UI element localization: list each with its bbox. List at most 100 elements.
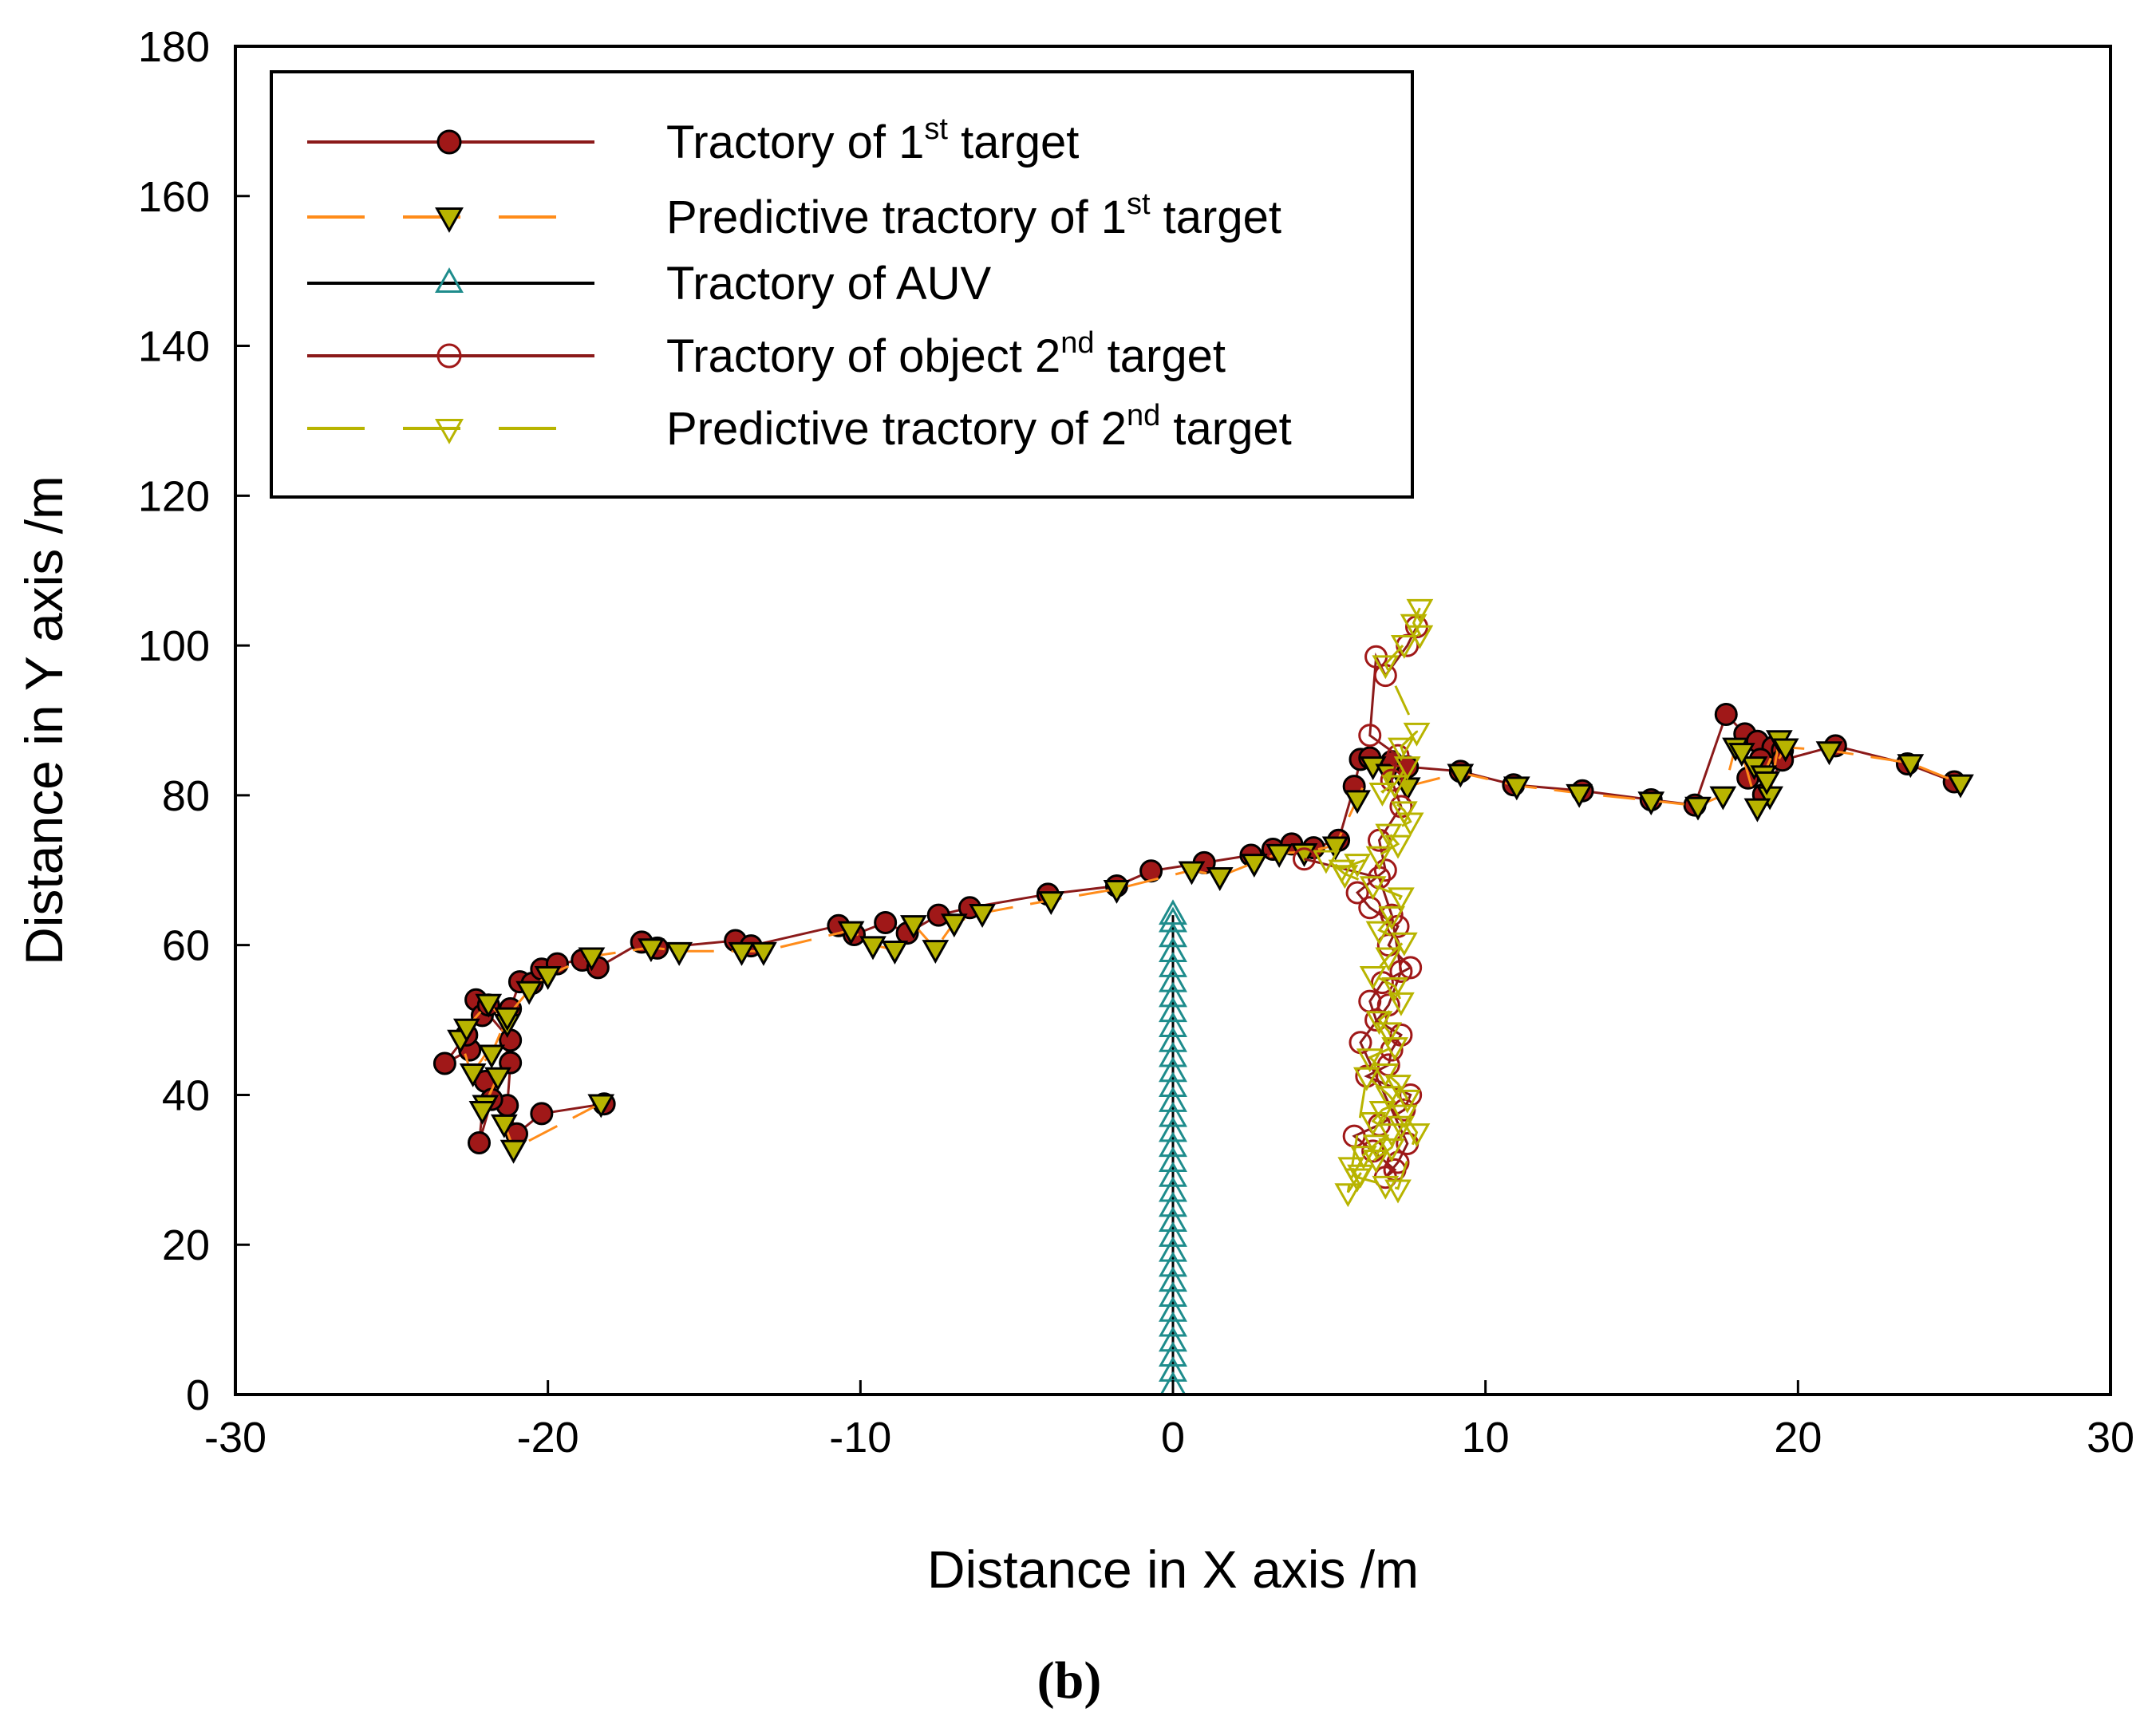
data-point-predict2 [1331,865,1359,890]
data-point-predict1 [1684,796,1712,821]
data-point-predict2 [1393,756,1421,780]
data-point-predict1 [493,1007,521,1032]
data-point-auv [1159,1206,1187,1233]
data-point-target1 [530,1102,554,1126]
legend-marker-target1 [436,129,462,155]
data-point-auv [1159,1116,1187,1142]
data-point-predict1 [478,1044,506,1069]
y-tick-label: 140 [138,323,210,371]
data-point-predict1 [1566,783,1593,808]
data-point-auv [1159,1371,1187,1395]
figure-caption: (b) [1037,1651,1102,1710]
data-point-predict1 [1206,867,1234,891]
data-point-predict2 [1403,722,1431,747]
data-point-auv [1159,981,1187,1008]
data-point-auv [1159,1191,1187,1217]
data-point-auv [1159,937,1187,963]
data-point-predict2 [1390,634,1418,659]
data-point-predict1 [1637,791,1665,816]
data-point-auv [1159,1131,1187,1158]
data-point-auv [1159,1266,1187,1292]
data-point-predict2 [1365,921,1393,945]
data-point-predict1 [900,915,927,940]
data-point-predict1 [1897,754,1925,779]
data-point-auv [1159,921,1187,948]
data-point-auv [1159,1341,1187,1367]
data-point-target1 [468,1131,491,1155]
data-point-auv [1159,1161,1187,1187]
data-point-target2 [1389,960,1413,984]
data-point-predict1 [1240,854,1268,878]
data-point-target1 [874,911,898,934]
data-point-predict2 [1388,887,1415,912]
data-point-predict2 [1372,655,1400,680]
y-tick-label: 20 [162,1221,210,1269]
data-point-predict1 [1502,776,1530,801]
data-point-target2 [1386,744,1410,767]
data-point-auv [1159,1326,1187,1352]
data-point-target2 [1373,858,1397,882]
data-point-predict1 [881,941,909,965]
y-axis-label: Distance in Y axis /m [14,475,73,965]
series-predict2 [1313,598,1434,1208]
data-point-auv [1159,1311,1187,1337]
data-point-predict1 [859,936,886,961]
data-point-predict2 [1393,1089,1421,1114]
data-point-predict1 [1743,798,1771,823]
data-point-predict1 [750,941,777,966]
data-point-predict2 [1313,850,1340,874]
y-tick-label: 40 [162,1071,210,1119]
legend-item-target1: Tractory of 1st target [307,112,1079,168]
data-point-predict2 [1396,812,1424,837]
data-point-predict2 [1406,598,1434,623]
data-point-predict2 [1390,932,1418,957]
legend-item-predict1: Predictive tractory of 1st target [307,187,1281,243]
data-point-predict2 [1381,977,1408,1001]
data-point-predict1 [1815,741,1843,766]
data-point-predict1 [1344,790,1371,815]
data-point-auv [1159,1012,1187,1037]
data-point-predict1 [1947,774,1974,799]
data-point-predict1 [1266,843,1293,868]
x-tick-label: -10 [829,1414,891,1462]
data-point-auv [1159,906,1187,933]
data-point-auv [1159,1101,1187,1127]
data-point-target2 [1293,847,1316,871]
y-tick-label: 100 [138,622,210,670]
x-tick-label: 0 [1161,1414,1185,1462]
legend-label-predict2: Predictive tractory of 2nd target [666,399,1292,455]
legend-item-auv: Tractory of AUV [307,258,992,310]
data-point-predict1 [1728,743,1755,767]
data-point-predict1 [1103,880,1131,904]
legend-item-target2: Tractory of object 2nd target [307,326,1226,382]
data-point-auv [1159,1071,1187,1098]
data-point-predict1 [1321,836,1349,861]
data-point-predict2 [1378,905,1406,930]
data-point-predict1 [468,1100,496,1125]
data-point-predict1 [1037,891,1065,915]
data-point-auv [1159,951,1187,977]
y-tick-label: 160 [138,173,210,221]
data-point-auv [1159,1221,1187,1247]
data-point-auv [1159,1086,1187,1112]
data-point-predict1 [587,1094,615,1118]
data-point-predict1 [452,1018,480,1043]
legend-marker-auv [435,267,464,293]
data-point-predict1 [837,921,865,945]
data-point-predict2 [1368,782,1396,807]
data-point-predict2 [1356,1048,1384,1073]
x-tick-label: 30 [2087,1414,2134,1462]
y-tick-label: 60 [162,922,210,970]
data-point-auv [1159,1146,1187,1172]
data-point-predict2 [1381,775,1408,799]
y-tick-label: 180 [138,23,210,71]
data-point-predict1 [1753,771,1781,795]
series-auv [1159,899,1187,1395]
legend-item-predict2: Predictive tractory of 2nd target [307,399,1292,455]
data-point-predict1 [969,904,996,928]
data-point-auv [1159,1296,1187,1322]
x-axis-label: Distance in X axis /m [927,1540,1419,1599]
data-point-predict2 [1388,737,1415,762]
data-point-predict1 [1178,861,1206,886]
x-tick-label: 10 [1462,1414,1510,1462]
